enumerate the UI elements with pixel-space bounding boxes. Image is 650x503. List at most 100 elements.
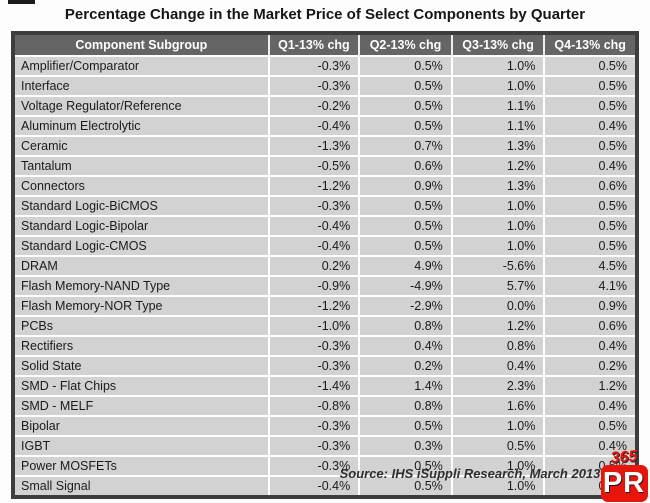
- component-name-cell: Standard Logic-Bipolar: [13, 215, 269, 236]
- pct-change-cell: 0.5%: [358, 235, 452, 256]
- pct-change-cell: 0.5%: [543, 55, 637, 76]
- pct-change-cell: -4.9%: [358, 275, 452, 296]
- pct-change-cell: -1.3%: [267, 135, 360, 156]
- table-row: Tantalum -0.5% 0.6% 1.2% 0.4%: [13, 155, 637, 176]
- pct-change-cell: 1.0%: [450, 75, 545, 96]
- table-row: Rectifiers -0.3% 0.4% 0.8% 0.4%: [13, 335, 637, 356]
- pct-change-cell: 0.4%: [543, 335, 637, 356]
- pct-change-cell: 4.1%: [543, 275, 637, 296]
- pct-change-cell: -2.9%: [358, 295, 452, 316]
- pct-change-cell: -0.2%: [267, 95, 360, 116]
- pct-change-cell: 0.4%: [543, 155, 637, 176]
- pct-change-cell: 0.6%: [543, 315, 637, 336]
- pct-change-cell: 1.0%: [450, 215, 545, 236]
- pct-change-cell: 0.5%: [543, 215, 637, 236]
- pct-change-cell: -1.0%: [267, 315, 360, 336]
- pct-change-cell: 0.2%: [543, 355, 637, 376]
- pct-change-cell: 0.5%: [543, 415, 637, 436]
- table-row: Solid State -0.3% 0.2% 0.4% 0.2%: [13, 355, 637, 376]
- component-name-cell: Standard Logic-CMOS: [13, 235, 269, 256]
- pct-change-cell: 0.9%: [543, 295, 637, 316]
- pct-change-cell: 1.0%: [450, 415, 545, 436]
- pct-change-cell: 0.5%: [543, 235, 637, 256]
- pct-change-cell: -0.4%: [267, 475, 360, 497]
- pct-change-cell: 0.2%: [358, 355, 452, 376]
- component-name-cell: Small Signal: [13, 475, 269, 497]
- pct-change-cell: -0.4%: [267, 215, 360, 236]
- pct-change-cell: 0.5%: [358, 95, 452, 116]
- component-name-cell: Standard Logic-BiCMOS: [13, 195, 269, 216]
- pct-change-cell: 1.6%: [450, 395, 545, 416]
- pct-change-cell: -0.3%: [267, 435, 360, 456]
- pct-change-cell: 0.0%: [450, 295, 545, 316]
- pct-change-cell: 0.8%: [358, 395, 452, 416]
- pct-change-cell: 4.5%: [543, 255, 637, 276]
- table-row: IGBT -0.3% 0.3% 0.5% 0.4%: [13, 435, 637, 456]
- pct-change-cell: -0.3%: [267, 455, 360, 476]
- table-row: SMD - MELF -0.8% 0.8% 1.6% 0.4%: [13, 395, 637, 416]
- table-row: Standard Logic-BiCMOS -0.3% 0.5% 1.0% 0.5%: [13, 195, 637, 216]
- pct-change-cell: 0.9%: [358, 175, 452, 196]
- pct-change-cell: 0.4%: [543, 395, 637, 416]
- pct-change-cell: 1.3%: [450, 175, 545, 196]
- pct-change-cell: 0.7%: [358, 135, 452, 156]
- component-name-cell: Connectors: [13, 175, 269, 196]
- component-name-cell: Voltage Regulator/Reference: [13, 95, 269, 116]
- component-name-cell: SMD - MELF: [13, 395, 269, 416]
- component-name-cell: IGBT: [13, 435, 269, 456]
- table-header: Component Subgroup Q1-13% chg Q2-13% chg Q3…: [13, 32, 637, 57]
- component-name-cell: Solid State: [13, 355, 269, 376]
- pct-change-cell: -0.3%: [267, 55, 360, 76]
- pct-change-cell: -0.3%: [267, 75, 360, 96]
- pct-change-cell: 0.8%: [450, 335, 545, 356]
- pct-change-cell: 0.5%: [450, 435, 545, 456]
- page-title: Percentage Change in the Market Price of…: [64, 6, 586, 23]
- component-name-cell: Interface: [13, 75, 269, 96]
- table-body: Amplifier/Comparator -0.3% 0.5% 1.0% 0.5% Int…: [13, 55, 637, 497]
- pct-change-cell: 0.4%: [358, 335, 452, 356]
- pct-change-cell: 0.6%: [358, 155, 452, 176]
- source-note: Source: IHS iSuppli Research, March 2013: [339, 466, 601, 481]
- table-row: Connectors -1.2% 0.9% 1.3% 0.6%: [13, 175, 637, 196]
- component-name-cell: SMD - Flat Chips: [13, 375, 269, 396]
- pct-change-cell: 0.5%: [358, 215, 452, 236]
- pct-change-cell: -1.2%: [267, 175, 360, 196]
- logo-pr-text: PR: [600, 465, 648, 502]
- table-row: Interface -0.3% 0.5% 1.0% 0.5%: [13, 75, 637, 96]
- pct-change-cell: 0.4%: [543, 435, 637, 456]
- table-row: Voltage Regulator/Reference -0.2% 0.5% 1.1%…: [13, 95, 637, 116]
- table-row: Standard Logic-Bipolar -0.4% 0.5% 1.0% 0.5%: [13, 215, 637, 236]
- pct-change-cell: 0.5%: [358, 475, 452, 497]
- table-row: Flash Memory-NOR Type -1.2% -2.9% 0.0% 0.9%: [13, 295, 637, 316]
- table-row: Ceramic -1.3% 0.7% 1.3% 0.5%: [13, 135, 637, 156]
- column-header: Q1-13% chg: [267, 32, 360, 57]
- table-row: Standard Logic-CMOS -0.4% 0.5% 1.0% 0.5%: [13, 235, 637, 256]
- pct-change-cell: 1.0%: [450, 475, 545, 497]
- component-name-cell: DRAM: [13, 255, 269, 276]
- pct-change-cell: 0.5%: [543, 75, 637, 96]
- crop-artifact: [8, 0, 35, 4]
- component-name-cell: PCBs: [13, 315, 269, 336]
- pct-change-cell: -0.4%: [267, 115, 360, 136]
- pct-change-cell: 1.4%: [358, 375, 452, 396]
- table-row: Flash Memory-NAND Type -0.9% -4.9% 5.7% 4.1%: [13, 275, 637, 296]
- pct-change-cell: -0.4%: [267, 235, 360, 256]
- component-name-cell: Rectifiers: [13, 335, 269, 356]
- component-name-cell: Tantalum: [13, 155, 269, 176]
- component-name-cell: Power MOSFETs: [13, 455, 269, 476]
- component-name-cell: Flash Memory-NOR Type: [13, 295, 269, 316]
- column-header: Q2-13% chg: [358, 32, 452, 57]
- pct-change-cell: 1.0%: [450, 55, 545, 76]
- pct-change-cell: -5.6%: [450, 255, 545, 276]
- pct-change-cell: 0.4%: [543, 115, 637, 136]
- table-row: Amplifier/Comparator -0.3% 0.5% 1.0% 0.5%: [13, 55, 637, 76]
- pct-change-cell: -0.3%: [267, 195, 360, 216]
- components-price-table: Component Subgroup Q1-13% chg Q2-13% chg Q3…: [11, 31, 639, 499]
- pct-change-cell: 1.0%: [450, 235, 545, 256]
- column-header: Component Subgroup: [13, 32, 269, 57]
- column-header: Q4-13% chg: [543, 32, 637, 57]
- pct-change-cell: 2.3%: [450, 375, 545, 396]
- component-name-cell: Amplifier/Comparator: [13, 55, 269, 76]
- pct-change-cell: 1.1%: [450, 95, 545, 116]
